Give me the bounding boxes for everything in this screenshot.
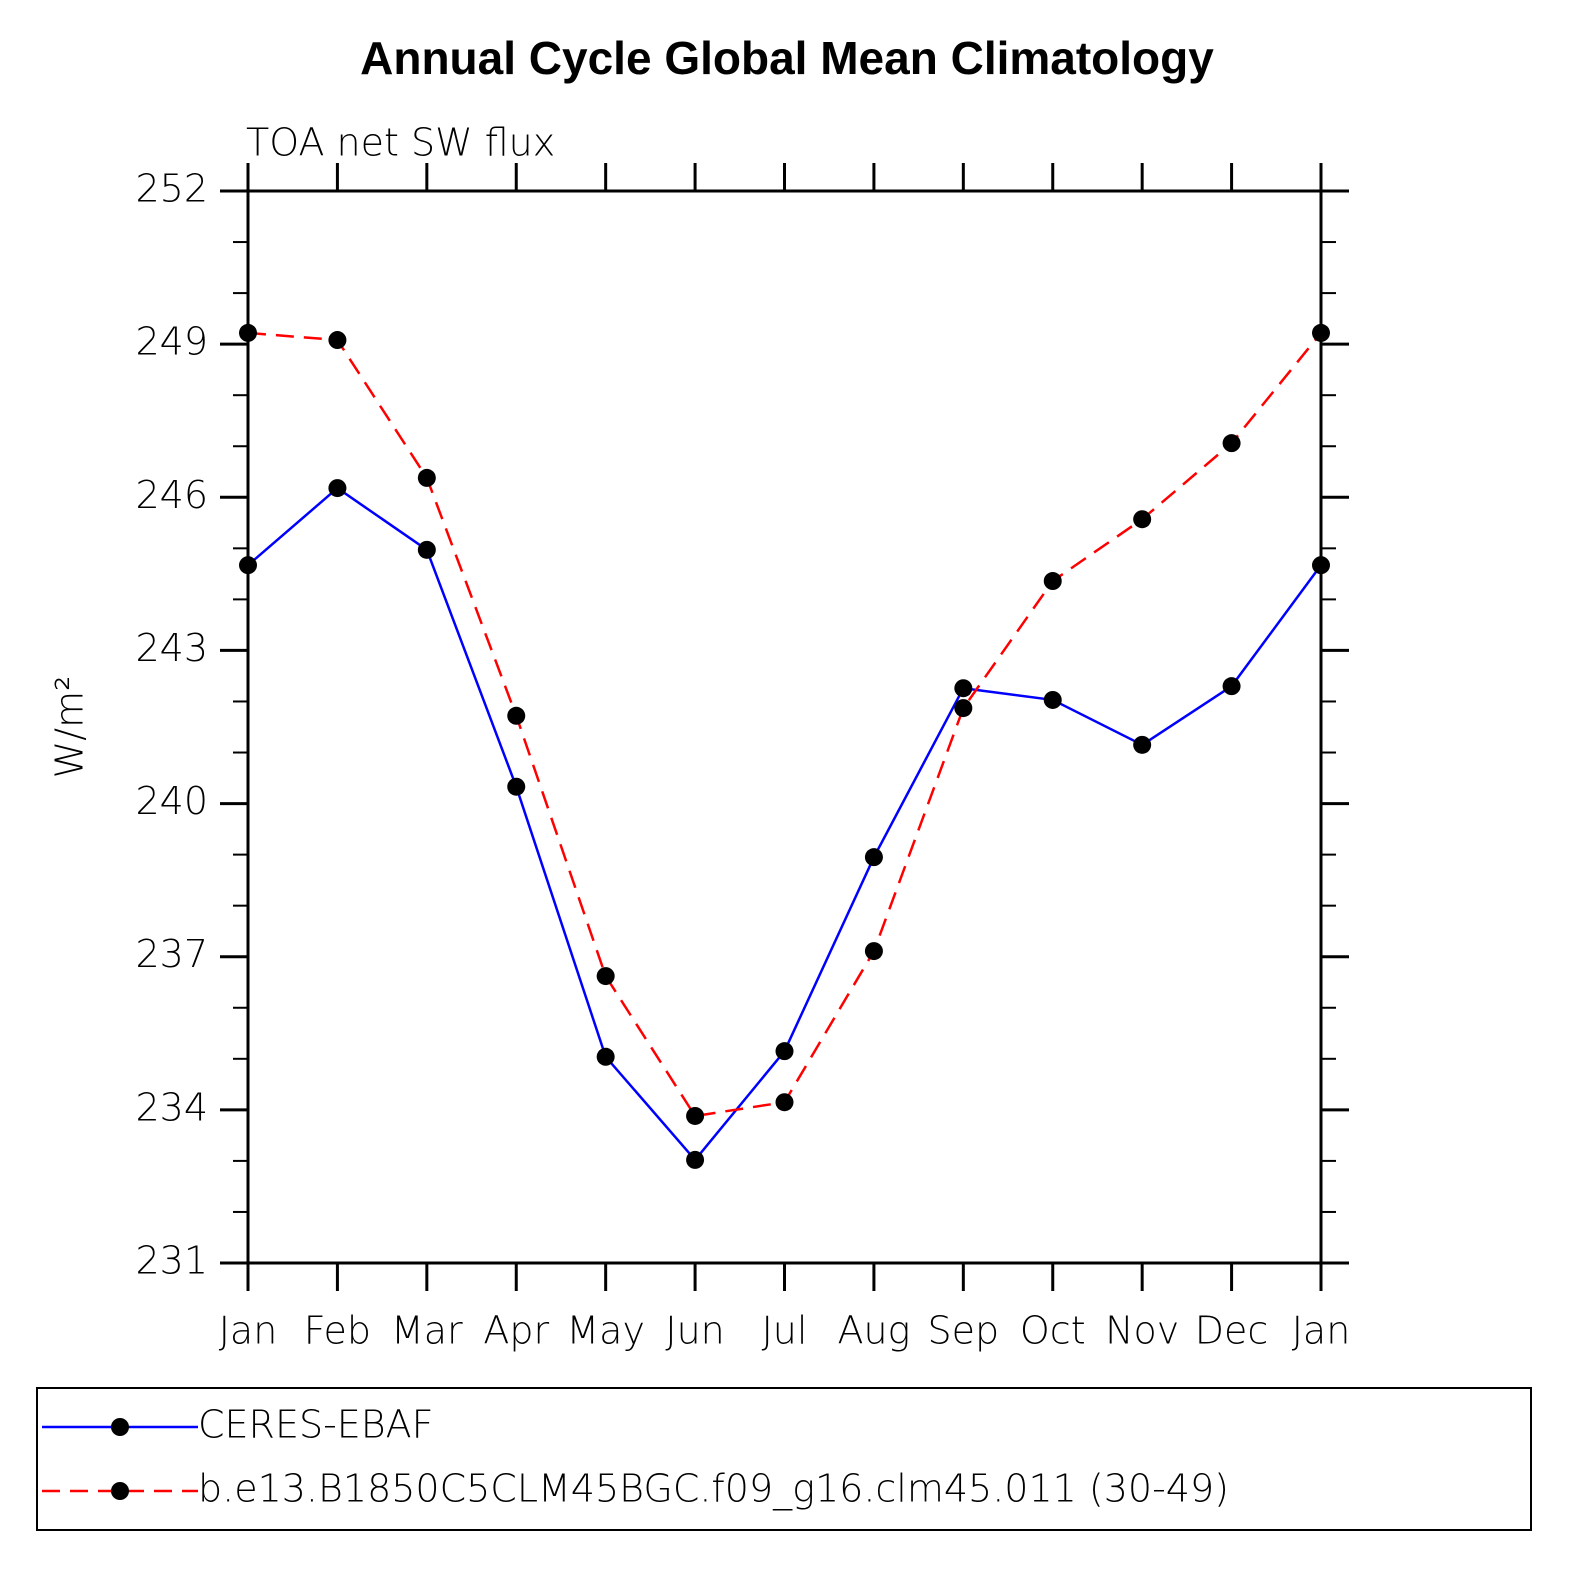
y-axis-label: W/m² <box>48 676 92 779</box>
x-tick-label: Aug <box>837 1309 910 1353</box>
x-tick-label: May <box>566 1309 645 1353</box>
x-tick-label: Jul <box>762 1309 808 1353</box>
y-tick-label: 234 <box>135 1085 208 1129</box>
data-point <box>596 1047 615 1066</box>
legend-label: CERES-EBAF <box>198 1403 434 1447</box>
data-point <box>1043 690 1062 709</box>
y-tick-label: 252 <box>135 167 208 211</box>
data-point <box>1222 434 1241 453</box>
x-tick-label: Nov <box>1105 1309 1179 1353</box>
x-tick-label: Jun <box>665 1309 724 1353</box>
data-point <box>686 1106 705 1125</box>
x-tick-label: Oct <box>1020 1309 1086 1353</box>
legend-marker <box>111 1482 129 1500</box>
data-point <box>775 1093 794 1112</box>
legend-box <box>36 1387 1532 1531</box>
data-point <box>417 540 436 559</box>
data-point <box>1312 323 1330 342</box>
x-tick-label: Dec <box>1195 1309 1269 1353</box>
data-point <box>954 679 973 698</box>
x-tick-label: Feb <box>304 1309 371 1353</box>
data-point <box>1133 735 1152 754</box>
x-tick-label: Apr <box>483 1309 549 1353</box>
x-tick-label: Jan <box>219 1309 278 1353</box>
data-point <box>1312 556 1330 575</box>
data-point <box>596 967 615 986</box>
series-line <box>247 331 1322 1118</box>
y-tick-label: 246 <box>135 473 208 517</box>
data-point <box>1222 677 1241 696</box>
x-tick-label: Jan <box>1292 1309 1351 1353</box>
data-point <box>328 479 347 498</box>
legend-marker <box>111 1418 129 1436</box>
subtitle: TOA net SW flux <box>246 121 555 165</box>
data-point <box>239 323 257 342</box>
data-point <box>507 706 526 725</box>
y-tick-label: 237 <box>135 932 208 976</box>
data-point <box>864 942 883 961</box>
data-point <box>686 1150 705 1169</box>
data-point <box>507 777 526 796</box>
y-tick-label: 240 <box>135 779 208 823</box>
y-tick-label: 231 <box>135 1239 208 1283</box>
data-point <box>328 331 347 350</box>
data-point <box>417 468 436 487</box>
data-point <box>239 556 257 575</box>
data-point <box>864 848 883 867</box>
chart-title: Annual Cycle Global Mean Climatology <box>360 32 1214 84</box>
y-tick-label: 249 <box>135 320 208 364</box>
y-tick-label: 243 <box>135 626 208 670</box>
x-tick-label: Mar <box>391 1309 463 1353</box>
data-point <box>1133 510 1152 529</box>
data-point <box>954 699 973 718</box>
data-point <box>775 1042 794 1061</box>
x-tick-label: Sep <box>928 1309 1000 1353</box>
data-point <box>1043 572 1062 591</box>
legend-label: b.e13.B1850C5CLM45BGC.f09_g16.clm45.011 … <box>198 1467 1229 1512</box>
